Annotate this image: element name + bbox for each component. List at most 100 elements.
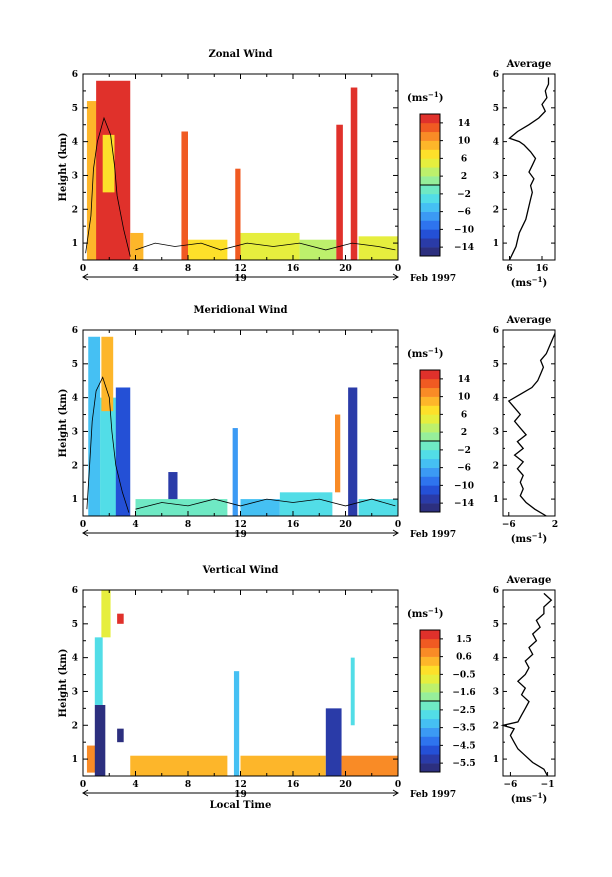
average-y-tick-label: 2: [493, 721, 499, 731]
colorbar-swatch: [420, 763, 440, 773]
heatmap-cell: [350, 657, 355, 726]
y-tick-label: 1: [72, 755, 78, 765]
colorbar-swatch: [420, 158, 440, 168]
colorbar-swatch: [420, 202, 440, 212]
average-x-tick-label: 6: [506, 264, 512, 274]
colorbar-swatch: [420, 185, 440, 195]
x-tick-label: 20: [339, 520, 352, 530]
average-x-tick-label: 16: [536, 264, 549, 274]
x-tick-label: 16: [287, 780, 300, 790]
colorbar-tick-label: −2: [457, 190, 471, 200]
x-tick-label: 20: [339, 264, 352, 274]
contour-line: [85, 116, 131, 257]
colorbar-swatch: [420, 701, 440, 711]
colorbar-swatch: [420, 387, 440, 397]
contour-line: [135, 242, 396, 251]
x-tick-label: 4: [132, 780, 138, 790]
heatmap-cell: [102, 134, 115, 193]
colorbar-tick-label: −5.5: [452, 759, 475, 769]
average-y-tick-label: 1: [493, 239, 499, 249]
heatmap-cell: [101, 336, 114, 412]
heatmap-cell: [188, 239, 228, 260]
heatmap-cell: [115, 387, 131, 516]
x-tick-label: 4: [132, 264, 138, 274]
average-frame: [502, 589, 556, 777]
panel-title: Vertical Wind: [202, 565, 279, 576]
average-y-tick-label: 3: [493, 427, 499, 437]
y-tick-label: 5: [72, 620, 78, 630]
colorbar-swatch: [420, 370, 440, 380]
heatmap-cells: [86, 590, 398, 776]
colorbar-swatch: [420, 229, 440, 239]
x-tick-label: 8: [185, 780, 191, 790]
colorbar-tick-label: −0.5: [452, 670, 475, 680]
colorbar-tick-label: −10: [454, 481, 474, 491]
colorbar-swatch: [420, 718, 440, 728]
contour-line: [86, 376, 130, 513]
heatmap-cell: [350, 87, 358, 260]
x-tick-label: 12: [234, 780, 247, 790]
y-tick-label: 2: [72, 461, 78, 471]
colorbar-tick-label: −4.5: [452, 741, 475, 751]
x-tick-label: 16: [287, 520, 300, 530]
colorbar-tick-label: 6: [461, 154, 467, 164]
y-tick-label: 1: [72, 239, 78, 249]
colorbar-swatch: [420, 754, 440, 764]
heatmap-cell: [348, 387, 358, 516]
average-frame: [502, 73, 556, 261]
x-tick-label: 0: [80, 780, 86, 790]
x-tick-label: 0: [395, 780, 401, 790]
colorbar-swatch: [420, 476, 440, 486]
colorbar-swatch: [420, 647, 440, 657]
colorbar-swatch: [420, 503, 440, 513]
colorbar-tick-label: −2.5: [452, 706, 475, 716]
day-bar-arrow-right: [392, 273, 399, 281]
average-y-tick-label: 6: [493, 586, 499, 596]
colorbar-swatch: [420, 220, 440, 230]
heatmap-cell: [233, 671, 240, 776]
heatmap-cell: [117, 613, 124, 624]
x-tick-label: 0: [80, 520, 86, 530]
average-title: Average: [506, 575, 552, 586]
panel-title: Zonal Wind: [208, 49, 272, 60]
colorbar-swatch: [420, 378, 440, 389]
colorbar-swatch: [420, 467, 440, 477]
average-profile-line: [508, 77, 550, 261]
colorbar-unit: (ms−1): [407, 346, 443, 360]
colorbar-tick-label: 2: [461, 172, 467, 182]
colorbar-swatch: [420, 665, 440, 675]
y-tick-label: 5: [72, 360, 78, 370]
heatmap-cell: [335, 414, 341, 493]
colorbar-swatch: [420, 140, 440, 150]
x-tick-label: 8: [185, 264, 191, 274]
y-tick-label: 6: [72, 70, 78, 80]
y-tick-label: 3: [72, 427, 78, 437]
average-y-tick-label: 6: [493, 326, 499, 336]
heatmap-cells: [86, 336, 398, 516]
colorbar-swatch: [420, 674, 440, 684]
colorbar-swatch: [420, 211, 440, 221]
colorbar-swatch: [420, 745, 440, 755]
colorbar-swatch: [420, 727, 440, 737]
panel-title: Meridional Wind: [193, 305, 287, 316]
colorbar-tick-label: −14: [454, 499, 474, 509]
average-title: Average: [506, 315, 552, 326]
colorbar-tick-label: −14: [454, 243, 474, 253]
colorbar-tick-label: −3.5: [452, 724, 475, 734]
x-tick-label: 12: [234, 264, 247, 274]
x-tick-label: 8: [185, 520, 191, 530]
colorbar-swatch: [420, 709, 440, 720]
average-y-tick-label: 6: [493, 70, 499, 80]
colorbar-swatch: [420, 176, 440, 186]
colorbar-swatch: [420, 414, 440, 424]
y-axis-label: Height (km): [58, 649, 69, 718]
colorbar-tick-label: −2: [457, 446, 471, 456]
heatmap-cell: [240, 499, 280, 516]
average-x-axis-label: (ms−1): [511, 531, 547, 545]
colorbar-tick-label: 6: [461, 410, 467, 420]
colorbar-swatch: [420, 441, 440, 451]
average-x-tick-label: −6: [504, 780, 518, 790]
day-label: 19: [234, 274, 247, 284]
y-tick-label: 6: [72, 326, 78, 336]
